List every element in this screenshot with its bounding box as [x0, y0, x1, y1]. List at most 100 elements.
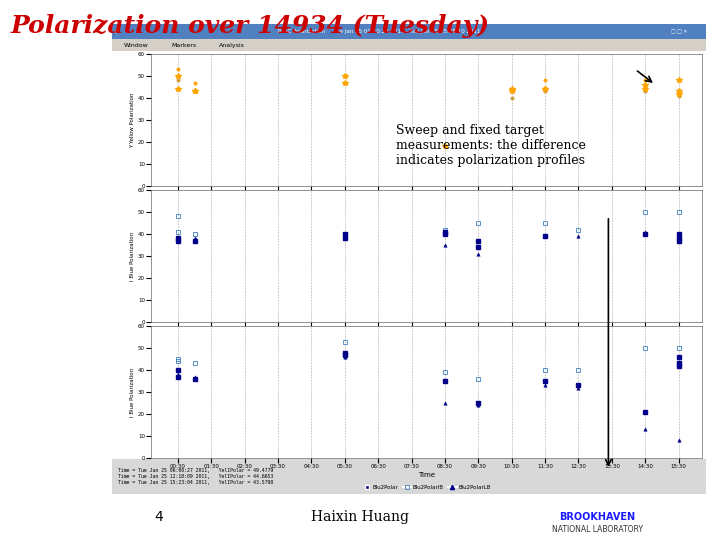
Blu2PolarLB — [641, 426, 649, 433]
BluIPolar — [675, 231, 683, 237]
Text: Markers: Markers — [171, 43, 196, 48]
Line: YelIPolar: YelIPolar — [175, 73, 681, 149]
YelIPolar — [341, 73, 349, 79]
Y-axis label: I Blue Polarization: I Blue Polarization — [130, 232, 135, 280]
YelIPolarLB — [641, 88, 649, 94]
BluIPolar — [441, 228, 449, 235]
YelIPolarIB — [174, 66, 182, 72]
BluIPolar — [675, 235, 683, 241]
BluIPolar — [441, 231, 449, 237]
YelIPolar — [341, 79, 349, 86]
Text: Window: Window — [124, 43, 148, 48]
BluIPolar — [641, 231, 649, 237]
BluIPolarLB — [341, 235, 349, 241]
Blu2PolarLB — [574, 384, 582, 391]
Text: □ □ ✕: □ □ ✕ — [672, 29, 688, 35]
Blu2Polar — [190, 376, 199, 382]
BluIPolarLB — [474, 251, 482, 257]
Text: ψ: ψ — [114, 29, 118, 35]
BluIPolar — [190, 238, 199, 244]
Blu2Polar — [641, 409, 649, 415]
Blu2PolarIB — [541, 367, 549, 373]
Blu2Polar — [441, 378, 449, 384]
Blu2Polar — [675, 354, 683, 360]
BluIPolarLB — [541, 233, 549, 239]
BluIPolar — [341, 235, 349, 241]
Blu2PolarIB — [675, 345, 683, 352]
Blu2PolarIB — [190, 360, 199, 367]
YelIPolarLB — [508, 94, 516, 101]
BluIPolarIB — [174, 213, 182, 220]
BluIPolarIB — [174, 228, 182, 235]
YelIPolarIB — [541, 77, 549, 84]
Blu2PolarLB — [541, 382, 549, 389]
BluIPolarLB — [641, 228, 649, 235]
BluIPolar — [474, 244, 482, 251]
Blu2Polar — [474, 400, 482, 406]
Text: Haixin Huang: Haixin Huang — [311, 510, 409, 524]
Line: BluIPolar: BluIPolar — [176, 230, 680, 249]
Blu2Polar — [675, 360, 683, 367]
Line: Blu2Polar: Blu2Polar — [176, 351, 680, 414]
YelIPolar — [675, 88, 683, 94]
YelIPolarLB — [190, 88, 199, 94]
Blu2PolarIB — [574, 367, 582, 373]
YelIPolar — [441, 143, 449, 150]
YelIPolar — [675, 77, 683, 84]
Text: Sweep and fixed target
measurements: the difference
indicates polarization profi: Sweep and fixed target measurements: the… — [396, 124, 586, 167]
YelIPolarIB — [190, 79, 199, 86]
YelIPolar — [508, 86, 516, 92]
BluIPolar — [341, 231, 349, 237]
Line: BluIPolarLB: BluIPolarLB — [176, 230, 680, 255]
Text: Analysis: Analysis — [219, 43, 244, 48]
YelIPolar — [174, 73, 182, 79]
BluIPolarLB — [574, 233, 582, 239]
Text: RHIC Polarization     Tue Jan 25 00:10:25 2011 - Tue Jan 25 15:38:10 2011: RHIC Polarization Tue Jan 25 00:10:25 20… — [278, 29, 480, 35]
YelIPolarLB — [675, 92, 683, 99]
YelIPolar — [641, 86, 649, 92]
BluIPolarIB — [441, 226, 449, 233]
Text: 4: 4 — [154, 510, 163, 524]
Blu2Polar — [341, 349, 349, 356]
Blu2PolarIB — [174, 356, 182, 362]
BluIPolarIB — [574, 226, 582, 233]
Blu2PolarIB — [474, 376, 482, 382]
YelIPolar — [508, 88, 516, 94]
YelIPolar — [541, 86, 549, 92]
BluIPolarLB — [190, 235, 199, 241]
Text: Polarization over 14934 (Tuesday): Polarization over 14934 (Tuesday) — [11, 14, 490, 37]
BluIPolarIB — [190, 231, 199, 237]
Blu2PolarIB — [174, 358, 182, 365]
BluIPolarIB — [474, 220, 482, 226]
Y-axis label: I Blue Polarization: I Blue Polarization — [130, 368, 135, 416]
YelIPolarLB — [541, 88, 549, 94]
BluIPolarLB — [174, 235, 182, 241]
Blu2PolarIB — [641, 345, 649, 352]
BluIPolar — [541, 233, 549, 239]
BluIPolarIB — [541, 220, 549, 226]
Legend: YelIPolar, YelIPolarIB, YelIPolarLB: YelIPolar, YelIPolarIB, YelIPolarLB — [365, 211, 488, 220]
Legend: BluIPolar, BluIPolarIB, BluIPolarLB: BluIPolar, BluIPolarIB, BluIPolarLB — [363, 347, 490, 356]
YelIPolar — [190, 88, 199, 94]
Blu2Polar — [174, 367, 182, 373]
Bar — [112, 39, 706, 51]
Y-axis label: Y Yellow Polarization: Y Yellow Polarization — [130, 92, 135, 147]
BluIPolar — [474, 238, 482, 244]
Text: BROOKHAVEN: BROOKHAVEN — [559, 512, 636, 522]
Blu2PolarLB — [441, 400, 449, 406]
Legend: Blu2Polar, Blu2PolarIB, Blu2PolarLB: Blu2Polar, Blu2PolarIB, Blu2PolarLB — [361, 483, 492, 492]
BluIPolar — [174, 238, 182, 244]
Bar — [112, 459, 706, 494]
Text: Time = Tue Jan 25 06:00:27 2011,   YelIPolar = 49.4779
Time = Tue Jan 25 12:18:0: Time = Tue Jan 25 06:00:27 2011, YelIPol… — [117, 468, 273, 485]
Line: YelIPolarIB: YelIPolarIB — [176, 68, 680, 93]
BluIPolarLB — [441, 242, 449, 248]
Line: Blu2PolarIB: Blu2PolarIB — [176, 340, 680, 381]
Blu2Polar — [341, 352, 349, 358]
YelIPolarIB — [341, 73, 349, 79]
Blu2PolarLB — [341, 354, 349, 360]
Blu2Polar — [174, 374, 182, 380]
Blu2PolarLB — [474, 402, 482, 408]
YelIPolar — [190, 88, 199, 94]
BluIPolar — [174, 235, 182, 241]
Blu2Polar — [675, 362, 683, 369]
